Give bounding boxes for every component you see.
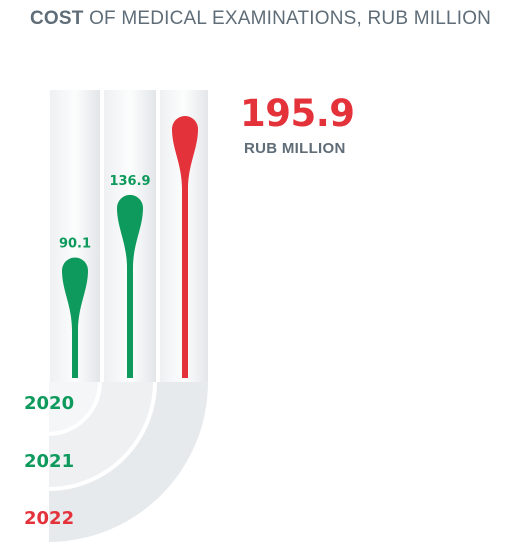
bar-head-2021: [117, 194, 143, 221]
bar-stem-2021: [117, 207, 143, 378]
bar-stem-2022: [172, 129, 198, 378]
value-label-2021: 136.9: [109, 174, 150, 189]
chart-title-bold: COST: [30, 8, 84, 29]
value-label-2020: 90.1: [59, 236, 91, 251]
arc-decoration: [47, 381, 208, 548]
year-label-2021: 2021: [24, 451, 74, 472]
highlight-unit: RUB MILLION: [244, 140, 346, 157]
chart-title: COST OF MEDICAL EXAMINATIONS, RUB MILLIO…: [30, 8, 491, 30]
chart-title-rest: OF MEDICAL EXAMINATIONS, RUB MILLION: [83, 8, 492, 29]
year-label-2020: 2020: [24, 393, 74, 414]
bar-2020: [62, 257, 88, 378]
bar-2021: [117, 194, 143, 378]
bar-head-2022: [172, 116, 198, 142]
bar-marks: [62, 116, 198, 378]
bar-stem-2020: [62, 270, 88, 378]
year-labels: 2020 2021 2022: [24, 393, 74, 529]
highlight-value: 195.9: [240, 92, 355, 135]
year-label-2022: 2022: [24, 508, 74, 529]
bar-head-2020: [62, 257, 88, 284]
value-labels: 90.1 136.9: [59, 174, 151, 252]
bar-2022: [172, 116, 198, 378]
